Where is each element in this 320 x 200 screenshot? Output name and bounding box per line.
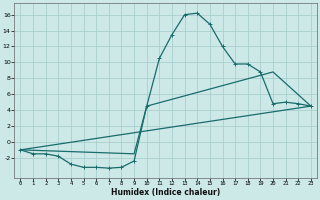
X-axis label: Humidex (Indice chaleur): Humidex (Indice chaleur) bbox=[111, 188, 220, 197]
